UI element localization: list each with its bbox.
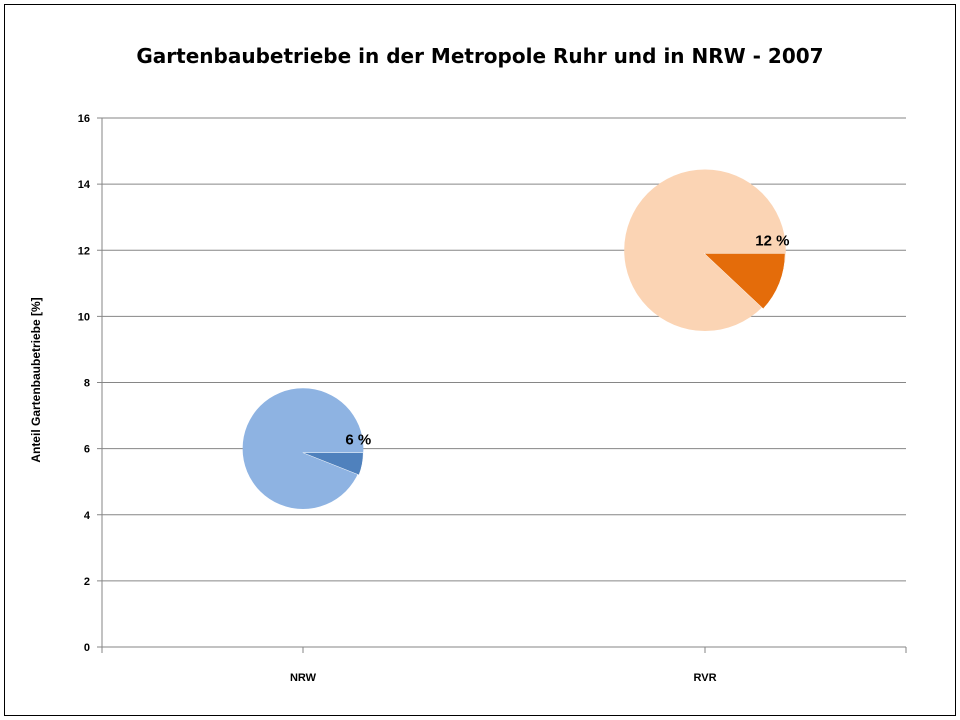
y-tick-label: 6 <box>84 444 90 456</box>
x-tick-label: RVR <box>693 672 716 684</box>
y-tick-label: 12 <box>78 245 90 257</box>
y-tick-label: 14 <box>78 179 91 191</box>
pie-remainder-nrw <box>242 388 364 510</box>
y-tick-label: 8 <box>84 378 90 390</box>
data-label-rvr: 12 % <box>755 232 789 249</box>
y-tick-label: 10 <box>78 311 90 323</box>
y-tick-label: 0 <box>84 642 90 654</box>
chart-frame <box>4 4 956 716</box>
x-tick-label: NRW <box>290 672 317 684</box>
y-tick-label: 4 <box>84 510 91 522</box>
data-label-nrw: 6 % <box>345 432 371 449</box>
pie-slice-rvr <box>703 253 786 310</box>
y-tick-label: 16 <box>78 113 90 125</box>
pie-slice-nrw <box>302 452 364 476</box>
y-tick-label: 2 <box>84 576 90 588</box>
chart-title: Gartenbaubetriebe in der Metropole Ruhr … <box>136 44 824 68</box>
